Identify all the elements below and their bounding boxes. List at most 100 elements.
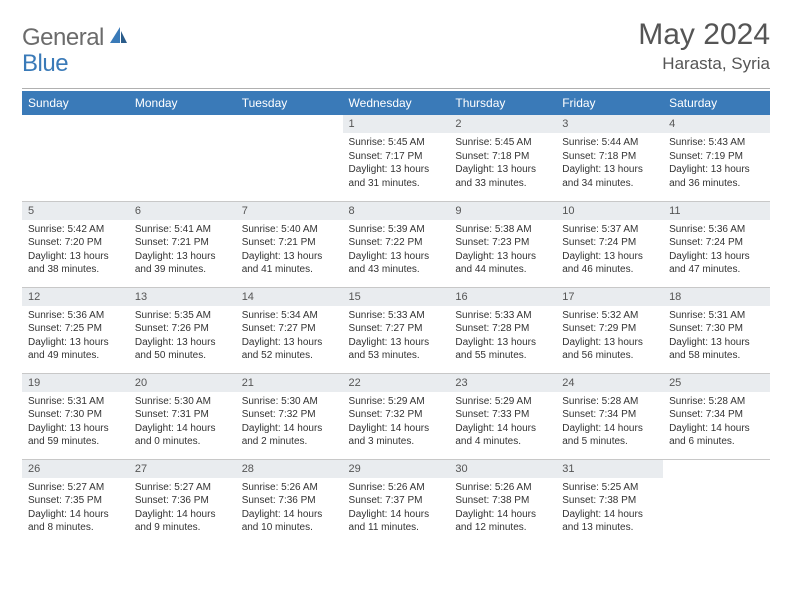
calendar-week-row: 5Sunrise: 5:42 AMSunset: 7:20 PMDaylight…	[22, 201, 770, 287]
calendar-day-cell: 5Sunrise: 5:42 AMSunset: 7:20 PMDaylight…	[22, 201, 129, 287]
calendar-day-cell: 12Sunrise: 5:36 AMSunset: 7:25 PMDayligh…	[22, 287, 129, 373]
day-number: 2	[449, 115, 556, 133]
day-number: 14	[236, 288, 343, 306]
calendar-day-cell: 2Sunrise: 5:45 AMSunset: 7:18 PMDaylight…	[449, 115, 556, 201]
calendar-week-row: 19Sunrise: 5:31 AMSunset: 7:30 PMDayligh…	[22, 373, 770, 459]
day-content: Sunrise: 5:26 AMSunset: 7:36 PMDaylight:…	[236, 478, 343, 539]
month-title: May 2024	[638, 18, 770, 52]
day-content: Sunrise: 5:38 AMSunset: 7:23 PMDaylight:…	[449, 220, 556, 281]
calendar-day-cell: 10Sunrise: 5:37 AMSunset: 7:24 PMDayligh…	[556, 201, 663, 287]
day-number: 3	[556, 115, 663, 133]
calendar-day-cell: 21Sunrise: 5:30 AMSunset: 7:32 PMDayligh…	[236, 373, 343, 459]
day-number: 21	[236, 374, 343, 392]
day-content: Sunrise: 5:30 AMSunset: 7:31 PMDaylight:…	[129, 392, 236, 453]
location: Harasta, Syria	[638, 54, 770, 74]
calendar-day-cell: 25Sunrise: 5:28 AMSunset: 7:34 PMDayligh…	[663, 373, 770, 459]
day-number: 9	[449, 202, 556, 220]
weekday-header-cell: Tuesday	[236, 91, 343, 115]
calendar-week-row: 1Sunrise: 5:45 AMSunset: 7:17 PMDaylight…	[22, 115, 770, 201]
day-content: Sunrise: 5:27 AMSunset: 7:36 PMDaylight:…	[129, 478, 236, 539]
day-content: Sunrise: 5:26 AMSunset: 7:38 PMDaylight:…	[449, 478, 556, 539]
day-number: 4	[663, 115, 770, 133]
day-content: Sunrise: 5:36 AMSunset: 7:25 PMDaylight:…	[22, 306, 129, 367]
brand-blue-wrap: Blue	[22, 50, 68, 78]
calendar-day-cell: 4Sunrise: 5:43 AMSunset: 7:19 PMDaylight…	[663, 115, 770, 201]
day-content: Sunrise: 5:28 AMSunset: 7:34 PMDaylight:…	[556, 392, 663, 453]
calendar-day-cell: 23Sunrise: 5:29 AMSunset: 7:33 PMDayligh…	[449, 373, 556, 459]
day-number: 6	[129, 202, 236, 220]
day-content: Sunrise: 5:34 AMSunset: 7:27 PMDaylight:…	[236, 306, 343, 367]
header: General May 2024 Harasta, Syria	[22, 18, 770, 74]
day-content: Sunrise: 5:26 AMSunset: 7:37 PMDaylight:…	[343, 478, 450, 539]
day-number: 25	[663, 374, 770, 392]
day-content: Sunrise: 5:36 AMSunset: 7:24 PMDaylight:…	[663, 220, 770, 281]
day-number: 26	[22, 460, 129, 478]
day-content: Sunrise: 5:45 AMSunset: 7:17 PMDaylight:…	[343, 133, 450, 194]
day-number: 31	[556, 460, 663, 478]
calendar-day-cell: 30Sunrise: 5:26 AMSunset: 7:38 PMDayligh…	[449, 459, 556, 545]
weekday-header-cell: Friday	[556, 91, 663, 115]
day-content: Sunrise: 5:41 AMSunset: 7:21 PMDaylight:…	[129, 220, 236, 281]
weekday-header-cell: Sunday	[22, 91, 129, 115]
day-number: 10	[556, 202, 663, 220]
day-content: Sunrise: 5:37 AMSunset: 7:24 PMDaylight:…	[556, 220, 663, 281]
title-block: May 2024 Harasta, Syria	[638, 18, 770, 74]
day-number: 20	[129, 374, 236, 392]
day-number: 24	[556, 374, 663, 392]
calendar-day-cell: 6Sunrise: 5:41 AMSunset: 7:21 PMDaylight…	[129, 201, 236, 287]
calendar-day-cell: 22Sunrise: 5:29 AMSunset: 7:32 PMDayligh…	[343, 373, 450, 459]
calendar-day-cell: 3Sunrise: 5:44 AMSunset: 7:18 PMDaylight…	[556, 115, 663, 201]
day-number: 13	[129, 288, 236, 306]
calendar-day-cell: 24Sunrise: 5:28 AMSunset: 7:34 PMDayligh…	[556, 373, 663, 459]
calendar-table: SundayMondayTuesdayWednesdayThursdayFrid…	[22, 91, 770, 545]
day-content: Sunrise: 5:30 AMSunset: 7:32 PMDaylight:…	[236, 392, 343, 453]
calendar-day-cell: 1Sunrise: 5:45 AMSunset: 7:17 PMDaylight…	[343, 115, 450, 201]
day-number: 18	[663, 288, 770, 306]
day-number: 23	[449, 374, 556, 392]
calendar-day-cell: 14Sunrise: 5:34 AMSunset: 7:27 PMDayligh…	[236, 287, 343, 373]
day-number: 19	[22, 374, 129, 392]
day-number: 15	[343, 288, 450, 306]
calendar-day-cell: 19Sunrise: 5:31 AMSunset: 7:30 PMDayligh…	[22, 373, 129, 459]
day-content: Sunrise: 5:27 AMSunset: 7:35 PMDaylight:…	[22, 478, 129, 539]
calendar-day-cell: 31Sunrise: 5:25 AMSunset: 7:38 PMDayligh…	[556, 459, 663, 545]
weekday-header-cell: Monday	[129, 91, 236, 115]
day-number: 29	[343, 460, 450, 478]
day-content: Sunrise: 5:31 AMSunset: 7:30 PMDaylight:…	[663, 306, 770, 367]
day-number: 16	[449, 288, 556, 306]
brand-general: General	[22, 24, 104, 52]
calendar-day-cell	[22, 115, 129, 201]
calendar-day-cell: 16Sunrise: 5:33 AMSunset: 7:28 PMDayligh…	[449, 287, 556, 373]
day-number: 30	[449, 460, 556, 478]
calendar-day-cell	[129, 115, 236, 201]
day-content: Sunrise: 5:28 AMSunset: 7:34 PMDaylight:…	[663, 392, 770, 453]
day-number: 27	[129, 460, 236, 478]
calendar-day-cell	[236, 115, 343, 201]
day-content: Sunrise: 5:45 AMSunset: 7:18 PMDaylight:…	[449, 133, 556, 194]
calendar-day-cell: 11Sunrise: 5:36 AMSunset: 7:24 PMDayligh…	[663, 201, 770, 287]
calendar-day-cell	[663, 459, 770, 545]
calendar-day-cell: 15Sunrise: 5:33 AMSunset: 7:27 PMDayligh…	[343, 287, 450, 373]
calendar-day-cell: 17Sunrise: 5:32 AMSunset: 7:29 PMDayligh…	[556, 287, 663, 373]
calendar-body: 1Sunrise: 5:45 AMSunset: 7:17 PMDaylight…	[22, 115, 770, 545]
day-number: 11	[663, 202, 770, 220]
day-content: Sunrise: 5:44 AMSunset: 7:18 PMDaylight:…	[556, 133, 663, 194]
day-number: 5	[22, 202, 129, 220]
day-number: 17	[556, 288, 663, 306]
calendar-day-cell: 9Sunrise: 5:38 AMSunset: 7:23 PMDaylight…	[449, 201, 556, 287]
day-content: Sunrise: 5:42 AMSunset: 7:20 PMDaylight:…	[22, 220, 129, 281]
calendar-day-cell: 18Sunrise: 5:31 AMSunset: 7:30 PMDayligh…	[663, 287, 770, 373]
day-content: Sunrise: 5:32 AMSunset: 7:29 PMDaylight:…	[556, 306, 663, 367]
header-divider	[22, 88, 770, 89]
weekday-header: SundayMondayTuesdayWednesdayThursdayFrid…	[22, 91, 770, 115]
day-number: 1	[343, 115, 450, 133]
day-content: Sunrise: 5:33 AMSunset: 7:27 PMDaylight:…	[343, 306, 450, 367]
day-content: Sunrise: 5:35 AMSunset: 7:26 PMDaylight:…	[129, 306, 236, 367]
day-content: Sunrise: 5:25 AMSunset: 7:38 PMDaylight:…	[556, 478, 663, 539]
brand-sail-icon	[108, 25, 128, 52]
day-content: Sunrise: 5:33 AMSunset: 7:28 PMDaylight:…	[449, 306, 556, 367]
day-number: 28	[236, 460, 343, 478]
calendar-day-cell: 20Sunrise: 5:30 AMSunset: 7:31 PMDayligh…	[129, 373, 236, 459]
day-content: Sunrise: 5:40 AMSunset: 7:21 PMDaylight:…	[236, 220, 343, 281]
calendar-day-cell: 13Sunrise: 5:35 AMSunset: 7:26 PMDayligh…	[129, 287, 236, 373]
